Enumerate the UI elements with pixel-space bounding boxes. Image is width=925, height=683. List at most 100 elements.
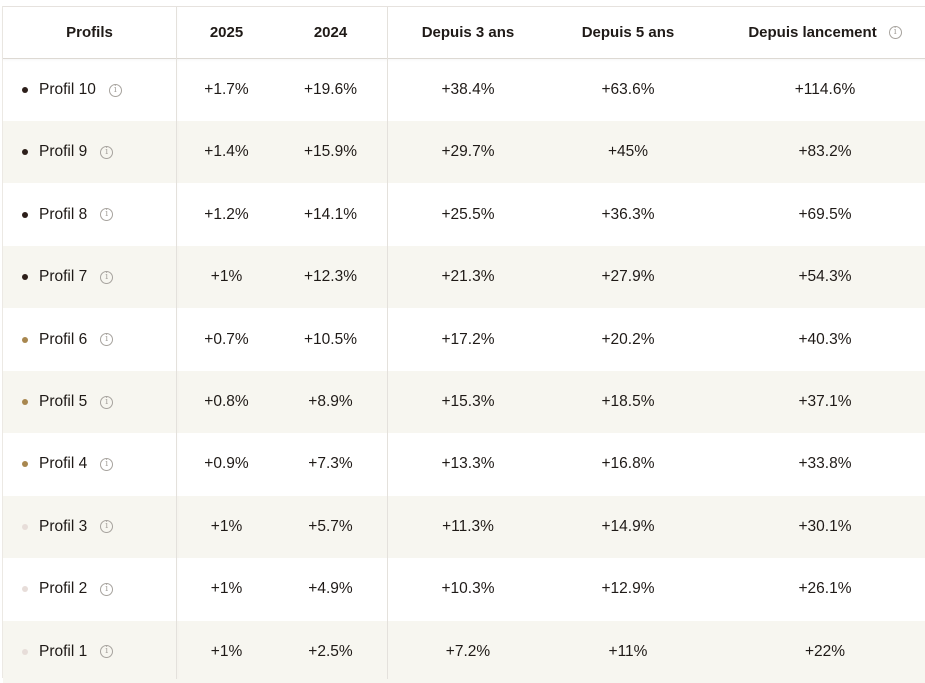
info-icon[interactable]: i [100,582,114,596]
table-header: Profils 2025 2024 Depuis 3 ans Depuis 5 … [3,7,925,59]
value-3-years: +15.3% [441,393,495,410]
value-since-launch: +37.1% [798,393,852,410]
value-since-launch: +30.1% [798,517,852,535]
info-icon[interactable]: i [888,26,902,39]
table-row: Profil 6 i +0.7% +10.5% +17.2% +20.2% +40.3% [3,309,925,371]
table-row: Profil 2 i +1% +4.9% +10.3% +12.9% +26.1% [3,558,925,620]
value-2024: +10.5% [303,330,357,348]
header-5-years: Depuis 5 ans [548,7,708,58]
profile-color-dot [22,648,28,655]
value-2025: +1% [210,517,243,535]
table-row: Profil 8 i +1.2% +14.1% +25.5% +36.3% +69.5% [3,184,925,246]
profile-name: Profil 10 [39,81,96,98]
info-icon[interactable]: i [100,395,114,409]
profile-cell: Profil 7 i [3,246,176,308]
info-icon[interactable]: i [100,145,114,159]
value-5-years: +63.6% [601,81,655,98]
value-since-launch: +22% [804,642,846,660]
profile-cell: Profil 1 i [3,621,176,683]
header-label: Profils [66,24,113,41]
value-3-years: +11.3% [442,517,494,535]
profile-color-dot [22,336,28,343]
value-5-years: +36.3% [601,205,655,223]
profile-color-dot [22,274,28,281]
value-2025: +0.7% [204,330,249,348]
value-3-years: +29.7% [441,143,495,161]
header-label: 2024 [313,24,348,41]
value-3-years: +17.2% [441,330,495,348]
value-since-launch: +83.2% [798,143,852,161]
value-2025: +1.2% [204,205,249,223]
performance-table: Profils 2025 2024 Depuis 3 ans Depuis 5 … [2,6,925,683]
info-icon[interactable]: i [100,270,114,284]
value-2024: +15.9% [303,143,357,161]
header-label: Depuis lancement [748,24,877,41]
value-5-years: +12.9% [601,580,655,598]
value-3-years: +7.2% [445,642,491,660]
table-row: Profil 10 i +1.7% +19.6% +38.4% +63.6% +114.6% [3,59,925,121]
profile-cell: Profil 2 i [3,558,176,620]
value-2024: +12.3% [303,268,357,286]
value-2025: +1% [210,642,243,660]
value-3-years: +25.5% [441,205,495,223]
value-2025: +1.4% [204,143,249,161]
info-icon[interactable]: i [100,645,114,659]
info-icon[interactable]: i [108,83,122,97]
value-2025: +1.7% [204,81,249,98]
value-2024: +7.3% [308,455,353,473]
table-row: Profil 3 i +1% +5.7% +11.3% +14.9% +30.1% [3,495,925,558]
profile-name: Profil 8 [39,205,88,223]
profile-color-dot [22,399,28,405]
table-row: Profil 7 i +1% +12.3% +21.3% +27.9% +54.3% [3,246,925,309]
profile-name: Profil 9 [39,143,88,161]
value-3-years: +38.4% [441,81,495,98]
header-since-launch: Depuis lancement i [708,7,925,58]
value-3-years: +21.3% [441,268,495,286]
info-icon[interactable]: i [100,520,114,534]
profile-cell: Profil 5 i [3,371,176,433]
profile-color-dot [22,461,28,468]
value-5-years: +45% [607,143,649,161]
profile-color-dot [22,87,28,93]
profile-name: Profil 7 [39,268,88,286]
value-2025: +0.8% [204,393,249,410]
profile-name: Profil 3 [39,517,88,535]
value-3-years: +10.3% [441,580,495,598]
column-divider [387,7,388,679]
profile-cell: Profil 10 i [3,59,176,121]
value-2024: +2.5% [308,642,353,660]
value-5-years: +14.9% [601,517,655,535]
table-row: Profil 1 i +1% +2.5% +7.2% +11% +22% [3,620,925,683]
table-row: Profil 5 i +0.8% +8.9% +15.3% +18.5% +37.1% [3,371,925,433]
value-5-years: +20.2% [601,330,655,348]
value-2024: +14.1% [303,205,357,223]
profile-color-dot [22,211,28,218]
profile-name: Profil 1 [39,642,88,660]
value-2024: +5.7% [308,517,353,535]
header-label: Depuis 3 ans [421,24,515,41]
profile-cell: Profil 9 i [3,121,176,183]
value-since-launch: +40.3% [798,330,852,348]
column-divider [176,7,177,679]
info-icon[interactable]: i [100,208,114,222]
header-label: 2025 [209,24,244,41]
value-since-launch: +26.1% [798,580,852,598]
value-5-years: +11% [608,642,648,660]
profile-cell: Profil 8 i [3,184,176,246]
header-2025: 2025 [183,7,270,58]
value-2025: +1% [210,268,243,286]
header-label: Depuis 5 ans [581,24,675,41]
info-icon[interactable]: i [100,333,114,347]
table-row: Profil 9 i +1.4% +15.9% +29.7% +45% +83.2% [3,121,925,184]
value-5-years: +27.9% [601,268,655,286]
value-2025: +1% [210,580,243,598]
value-since-launch: +114.6% [794,81,856,98]
value-2024: +8.9% [308,393,353,410]
profile-name: Profil 6 [39,330,88,348]
profile-name: Profil 4 [39,455,88,473]
header-profils: Profils [3,7,176,58]
value-5-years: +18.5% [601,393,655,410]
profile-cell: Profil 6 i [3,309,176,371]
profile-color-dot [22,149,28,156]
info-icon[interactable]: i [100,457,114,471]
